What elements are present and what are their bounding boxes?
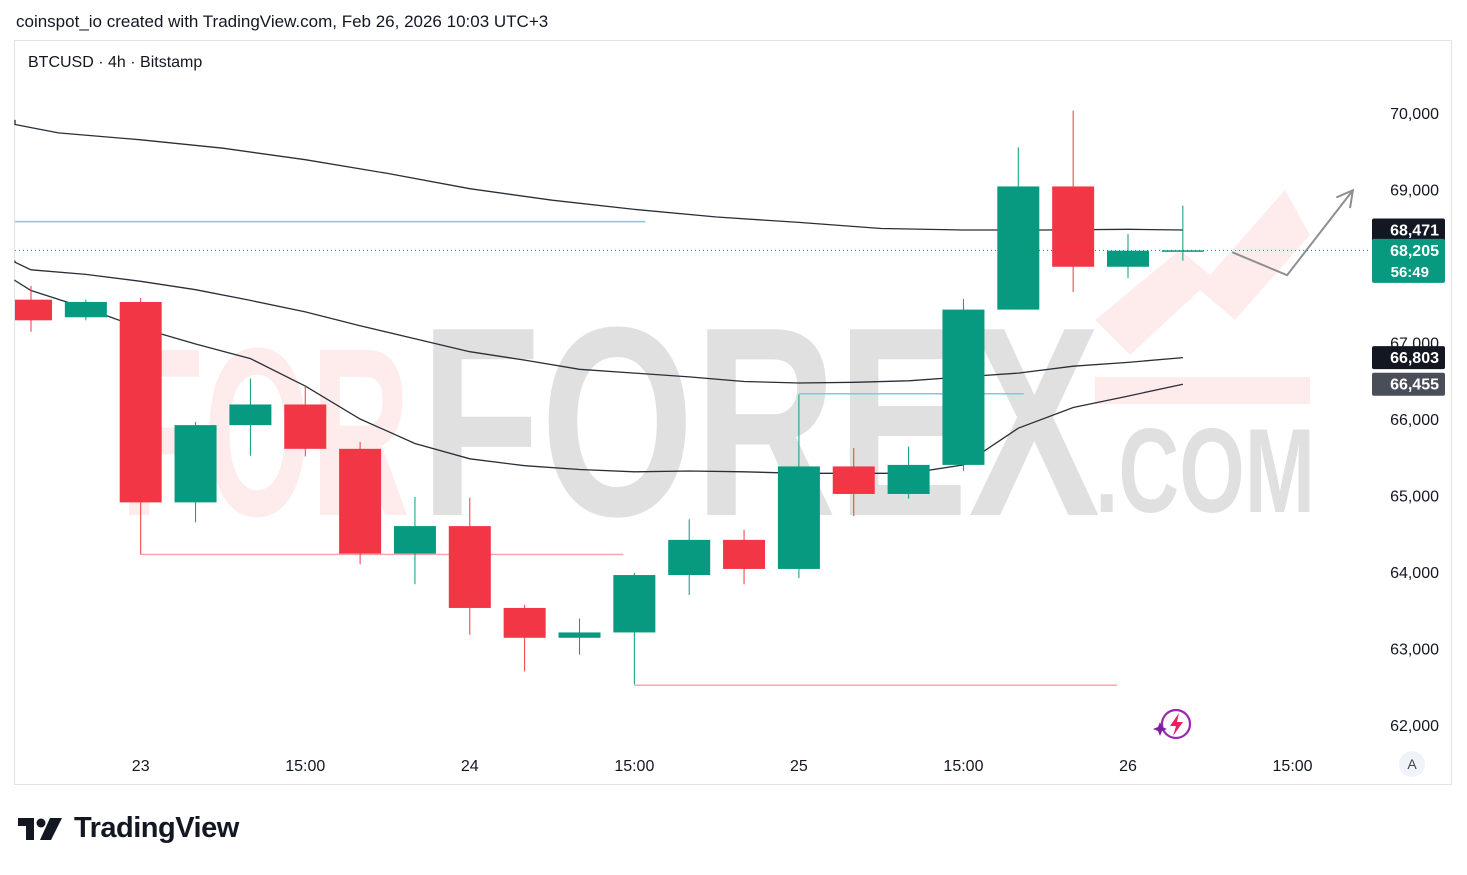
candle [119,298,162,555]
lightning-icon-ring [1160,708,1192,740]
candle-body [1052,186,1095,267]
time-axis[interactable]: 23 15:00 24 15:00 25 15:00 26 15:00 [132,758,1313,775]
time-tick-label: 23 [132,758,150,775]
candlestick-series [15,110,1204,685]
candle-body [887,464,930,494]
tradingview-logo-icon [18,817,62,840]
candle-body [15,299,52,321]
price-label-box [1372,372,1445,396]
lightning-icon-sparkle [1153,722,1167,736]
candle-body [1161,250,1204,252]
candle [448,497,491,635]
watermark-chart-shape [1095,190,1310,355]
price-tick-label: 66,000 [1390,412,1439,429]
candle-body [613,575,656,633]
tradingview-brand: TradingView [74,812,239,844]
candle [887,446,930,499]
countdown-timer: 56:49 [1391,264,1429,281]
candle [613,572,656,685]
lightning-icon-bolt [1170,713,1183,736]
price-label-box [1372,238,1445,283]
candle [174,422,217,523]
tradingview-logo[interactable]: TradingView [18,812,239,845]
candle [284,386,327,457]
price-label-value: 66,803 [1390,350,1439,367]
candle-body [448,526,491,608]
chart-attribution: coinspot_io created with TradingView.com… [16,12,549,31]
candle [723,529,766,585]
watermark-text-com: .COM [1095,404,1315,538]
candle [558,618,601,655]
price-labels: 68,471 68,205 56:49 66,803 66,455 [1372,218,1445,396]
candle-body [503,607,546,638]
candle-body [1107,250,1149,267]
candle [393,497,436,585]
candle [1161,205,1204,261]
price-tick-label: 64,000 [1390,565,1439,582]
price-tick-label: 70,000 [1390,106,1439,123]
price-label-value: 68,471 [1390,222,1439,239]
candle [997,147,1040,310]
chart-frame[interactable] [14,40,1452,785]
candle-body [174,425,217,503]
forecast-path [1231,189,1354,277]
candle-body [832,466,875,494]
price-label-value: 68,205 [1390,243,1439,260]
price-tick-label: 63,000 [1390,642,1439,659]
candle [1107,233,1149,279]
horizontal-levels [15,220,1118,686]
watermark-text-forex: FOREX [420,272,1101,573]
time-tick-label: 24 [461,758,479,775]
auto-scale-button[interactable]: A [1399,751,1425,777]
watermark-bar [1095,377,1310,404]
candle-body [339,448,382,554]
forecast-arrow-head [1335,188,1355,209]
price-label-box [1372,218,1445,242]
price-tick-label: 62,000 [1390,718,1439,735]
time-tick-label: 15:00 [943,758,983,775]
candle [1052,110,1095,293]
candle [64,299,107,321]
time-tick-label: 26 [1119,758,1137,775]
time-tick-label: 15:00 [285,758,325,775]
candle-body [393,526,436,554]
candle [503,604,546,672]
watermark: FOR FOREX.COM [120,190,1315,573]
candle-body [997,186,1040,310]
moving-average-line-1 [14,119,1183,231]
price-axis[interactable]: 62,00063,00064,00065,00066,00067,00069,0… [1390,106,1439,735]
candle-body [723,539,766,569]
candle-body [64,301,107,318]
symbol-info[interactable]: BTCUSD · 4h · Bitstamp [28,54,203,71]
lightning-icon[interactable] [1153,708,1192,740]
candle [339,441,382,565]
candle-body [119,301,162,503]
candle-body [229,404,272,426]
candle [942,298,985,472]
price-label-box [1372,346,1445,370]
price-tick-label: 69,000 [1390,183,1439,200]
candle [777,394,820,579]
price-label-value: 66,455 [1390,377,1439,394]
candle [668,519,711,595]
candle-body [942,309,985,465]
time-tick-label: 15:00 [1273,758,1313,775]
price-tick-label: 65,000 [1390,489,1439,506]
forecast-arrow [1231,188,1355,277]
candle [15,285,52,332]
candle [832,448,875,517]
candle-body [668,539,711,576]
time-tick-label: 25 [790,758,808,775]
candle [229,378,272,456]
time-tick-label: 15:00 [614,758,654,775]
candle-body [777,466,820,569]
candle-body [558,632,601,638]
candle-body [284,404,327,449]
